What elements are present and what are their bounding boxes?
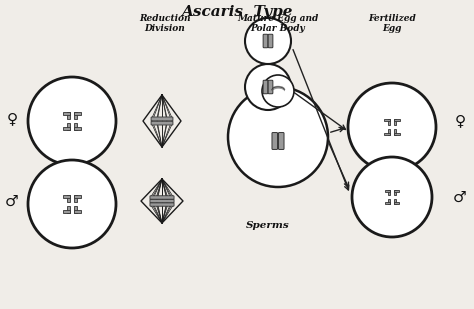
Text: ♂: ♂	[5, 193, 19, 209]
Text: ♂: ♂	[453, 189, 467, 205]
Polygon shape	[388, 189, 390, 195]
Circle shape	[262, 75, 294, 107]
Polygon shape	[67, 206, 70, 213]
Polygon shape	[394, 199, 396, 205]
Polygon shape	[394, 189, 396, 195]
Polygon shape	[388, 129, 390, 135]
Polygon shape	[394, 119, 400, 121]
Polygon shape	[64, 210, 70, 213]
Text: ♀: ♀	[7, 112, 18, 126]
FancyBboxPatch shape	[150, 203, 174, 206]
Text: Fertilized
Egg: Fertilized Egg	[368, 14, 416, 33]
Polygon shape	[394, 133, 400, 135]
FancyBboxPatch shape	[150, 199, 174, 203]
Polygon shape	[67, 112, 70, 119]
Polygon shape	[394, 129, 396, 135]
FancyBboxPatch shape	[263, 34, 268, 48]
Polygon shape	[64, 127, 70, 130]
Text: Mature Egg and
Polar Body: Mature Egg and Polar Body	[237, 14, 319, 33]
Circle shape	[352, 157, 432, 237]
Polygon shape	[64, 195, 70, 198]
FancyBboxPatch shape	[278, 133, 284, 150]
Polygon shape	[394, 189, 400, 192]
Text: ♀: ♀	[455, 113, 465, 129]
Polygon shape	[74, 112, 81, 115]
Text: Sperms: Sperms	[246, 221, 290, 230]
Polygon shape	[394, 119, 396, 125]
Circle shape	[245, 64, 291, 110]
Polygon shape	[67, 195, 70, 202]
FancyBboxPatch shape	[263, 80, 268, 94]
Polygon shape	[74, 195, 81, 198]
Polygon shape	[74, 210, 81, 213]
FancyBboxPatch shape	[268, 34, 273, 48]
Polygon shape	[74, 123, 77, 130]
FancyBboxPatch shape	[268, 80, 273, 94]
Polygon shape	[74, 195, 77, 202]
Polygon shape	[74, 206, 77, 213]
FancyBboxPatch shape	[151, 117, 173, 121]
Polygon shape	[67, 123, 70, 130]
Polygon shape	[64, 112, 70, 115]
FancyBboxPatch shape	[151, 121, 173, 125]
Circle shape	[28, 77, 116, 165]
Polygon shape	[394, 202, 400, 205]
Polygon shape	[384, 189, 390, 192]
FancyBboxPatch shape	[150, 196, 174, 199]
Text: Reduction
Division: Reduction Division	[139, 14, 191, 33]
Polygon shape	[388, 199, 390, 205]
Circle shape	[228, 87, 328, 187]
Circle shape	[28, 160, 116, 248]
Circle shape	[348, 83, 436, 171]
Circle shape	[245, 18, 291, 64]
Polygon shape	[384, 133, 390, 135]
Polygon shape	[74, 127, 81, 130]
Text: Ascaris  Type: Ascaris Type	[181, 5, 293, 19]
Polygon shape	[388, 119, 390, 125]
FancyBboxPatch shape	[272, 133, 278, 150]
Polygon shape	[74, 112, 77, 119]
Polygon shape	[384, 119, 390, 121]
Polygon shape	[384, 202, 390, 205]
